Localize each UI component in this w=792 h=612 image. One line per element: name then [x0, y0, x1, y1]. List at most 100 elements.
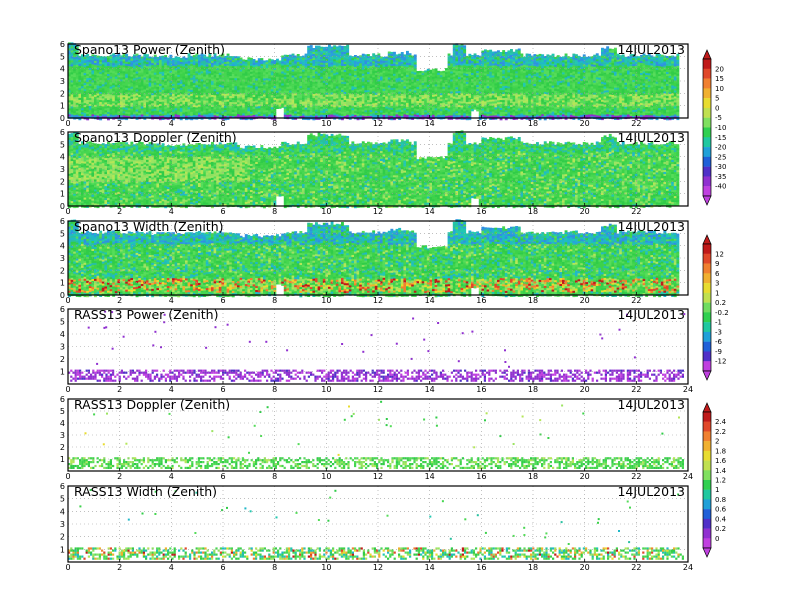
x-tick-label: 0	[65, 472, 70, 481]
colorbar-label: -40	[715, 183, 726, 191]
x-tick-label: 10	[321, 385, 331, 394]
colorbar-label: 6	[715, 270, 720, 278]
y-tick-label: 4	[60, 330, 65, 339]
x-tick-label: 6	[220, 119, 225, 128]
x-tick-label: 18	[528, 385, 538, 394]
x-tick-label: 20	[580, 563, 590, 572]
x-tick-label: 18	[528, 563, 538, 572]
y-tick-label: 2	[60, 443, 65, 452]
x-tick-label: 16	[476, 385, 486, 394]
colorbar-label: 5	[715, 95, 719, 103]
y-tick-label: 1	[60, 455, 65, 464]
x-tick-label: 14	[425, 385, 435, 394]
x-tick-label: 8	[272, 207, 277, 216]
colorbar-label: 1	[715, 486, 719, 494]
y-tick-label: 5	[60, 52, 65, 61]
panel-title: Spano13 Doppler (Zenith)	[74, 130, 237, 145]
x-tick-label: 6	[220, 385, 225, 394]
panel-date: 14JUL2013	[617, 219, 685, 234]
y-tick-label: 3	[60, 431, 65, 440]
y-tick-label: 3	[60, 254, 65, 263]
y-tick-label: 2	[60, 266, 65, 275]
panel-title: Spano13 Width (Zenith)	[74, 219, 224, 234]
x-tick-label: 12	[373, 472, 383, 481]
x-tick-label: 0	[65, 207, 70, 216]
x-tick-label: 12	[373, 563, 383, 572]
y-tick-label: 1	[60, 190, 65, 199]
colorbar-label: -15	[715, 134, 726, 142]
colorbar-label: 1	[715, 289, 719, 297]
x-tick-label: 16	[476, 472, 486, 481]
y-tick-label: 6	[60, 128, 65, 137]
x-tick-label: 2	[117, 472, 122, 481]
x-tick-label: 10	[321, 207, 331, 216]
colorbar-label: 12	[715, 250, 724, 258]
y-tick-label: 5	[60, 407, 65, 416]
y-tick-label: 2	[60, 533, 65, 542]
x-tick-label: 8	[272, 563, 277, 572]
x-tick-label: 2	[117, 119, 122, 128]
panel-date: 14JUL2013	[617, 397, 685, 412]
panel-title: RASS13 Power (Zenith)	[74, 307, 218, 322]
y-tick-label: 6	[60, 40, 65, 49]
panel-title: RASS13 Doppler (Zenith)	[74, 397, 230, 412]
x-tick-label: 4	[169, 296, 174, 305]
x-tick-label: 14	[425, 296, 435, 305]
x-tick-label: 18	[528, 207, 538, 216]
x-tick-label: 2	[117, 207, 122, 216]
y-tick-label: 6	[60, 217, 65, 226]
panel-date: 14JUL2013	[617, 130, 685, 145]
panel-title: Spano13 Power (Zenith)	[74, 42, 225, 57]
x-tick-label: 4	[169, 472, 174, 481]
y-tick-label: 5	[60, 318, 65, 327]
x-tick-label: 22	[631, 563, 641, 572]
colorbar-label: 2.2	[715, 428, 726, 436]
colorbar-label: 1.8	[715, 447, 726, 455]
colorbar-label: 1.2	[715, 477, 726, 485]
x-tick-label: 8	[272, 296, 277, 305]
y-tick-label: 3	[60, 77, 65, 86]
colorbar-label: 1.4	[715, 467, 727, 475]
y-tick-label: 3	[60, 343, 65, 352]
x-tick-label: 4	[169, 385, 174, 394]
panel-date: 14JUL2013	[617, 42, 685, 57]
colorbar-label: 0.4	[715, 515, 727, 523]
x-tick-label: 0	[65, 563, 70, 572]
colorbar-label: -20	[715, 144, 726, 152]
y-tick-label: 1	[60, 545, 65, 554]
x-tick-label: 12	[373, 296, 383, 305]
x-tick-label: 18	[528, 472, 538, 481]
y-tick-label: 1	[60, 102, 65, 111]
x-tick-label: 0	[65, 296, 70, 305]
x-tick-label: 14	[425, 563, 435, 572]
x-tick-label: 22	[631, 385, 641, 394]
y-tick-label: 0	[60, 202, 65, 211]
x-tick-label: 16	[476, 119, 486, 128]
colorbar-label: 0	[715, 104, 719, 112]
colorbar-label: -35	[715, 173, 726, 181]
x-tick-label: 14	[425, 472, 435, 481]
x-tick-label: 8	[272, 385, 277, 394]
y-tick-label: 3	[60, 520, 65, 529]
x-tick-label: 18	[528, 119, 538, 128]
colorbar-label: -30	[715, 163, 726, 171]
y-tick-label: 5	[60, 495, 65, 504]
x-tick-label: 16	[476, 207, 486, 216]
colorbar-label: -6	[715, 338, 723, 346]
x-tick-label: 20	[580, 119, 590, 128]
y-tick-label: 3	[60, 165, 65, 174]
x-tick-label: 8	[272, 472, 277, 481]
y-tick-label: 1	[60, 279, 65, 288]
y-tick-label: 2	[60, 355, 65, 364]
y-tick-label: 1	[60, 368, 65, 377]
panel-title: RASS13 Width (Zenith)	[74, 484, 217, 499]
x-tick-label: 12	[373, 119, 383, 128]
x-tick-label: 14	[425, 119, 435, 128]
colorbar-label: 0.2	[715, 299, 726, 307]
y-tick-label: 0	[60, 114, 65, 123]
y-tick-label: 2	[60, 89, 65, 98]
x-tick-label: 4	[169, 207, 174, 216]
